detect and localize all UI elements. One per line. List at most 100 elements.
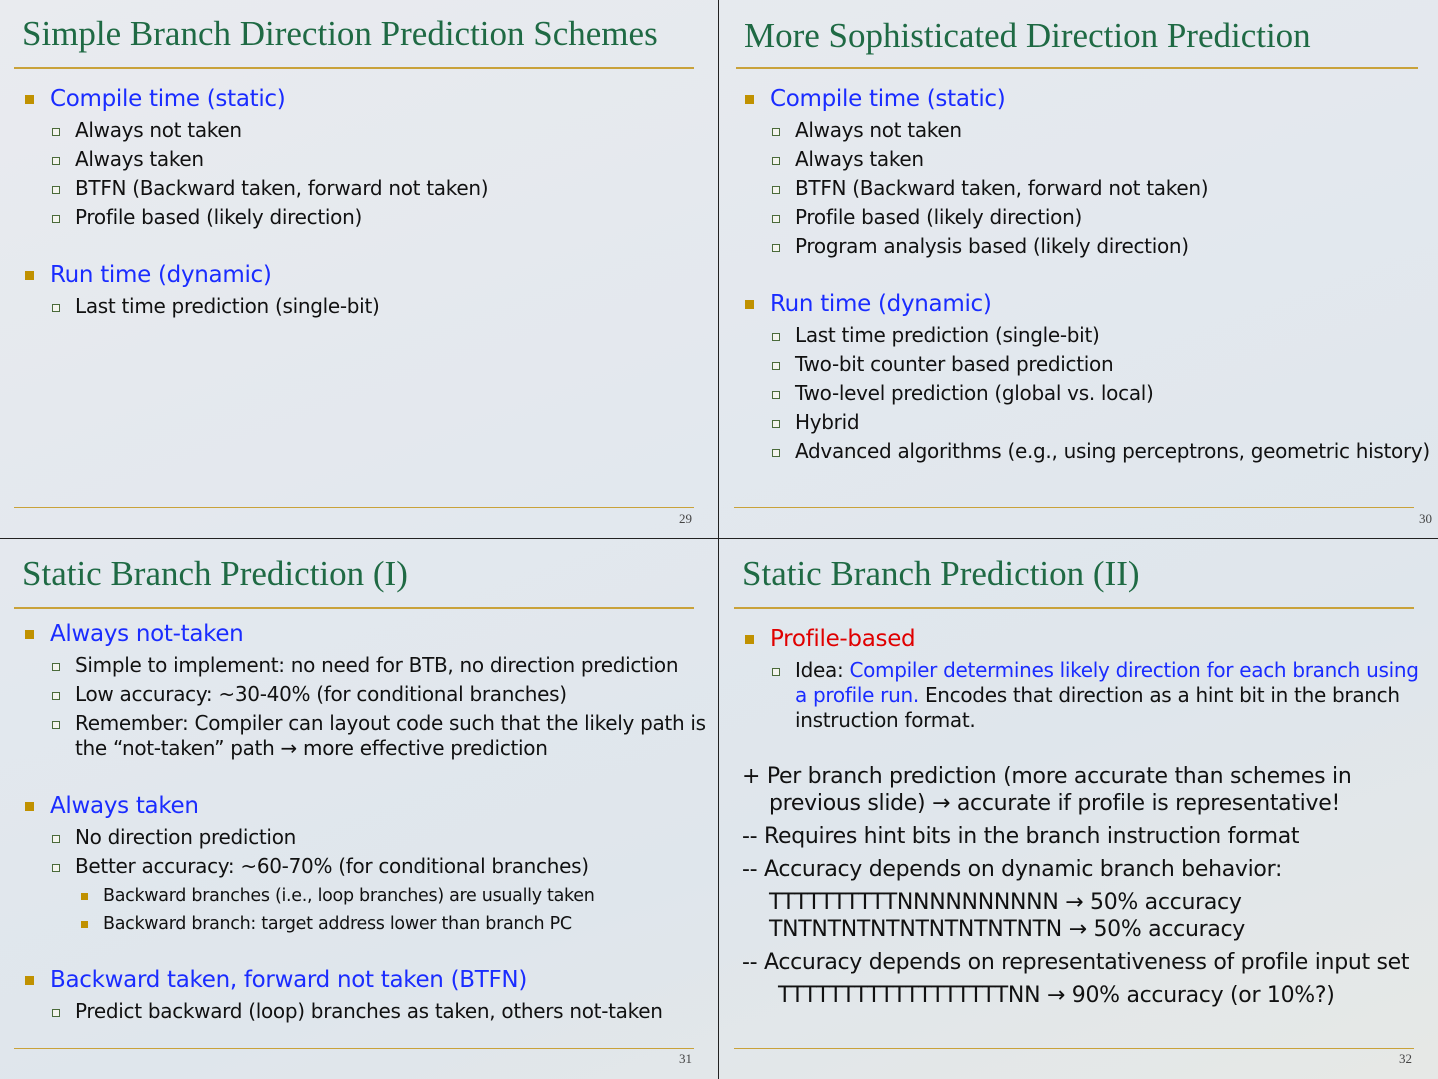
sub-bullet-item: Better accuracy: ~60-70% (for conditiona… xyxy=(22,854,714,879)
square-bullet-icon xyxy=(25,630,34,639)
square-bullet-icon xyxy=(81,893,88,900)
bullet-item: Run time (dynamic) xyxy=(742,289,1434,319)
sub-bullet-item: BTFN (Backward taken, forward not taken) xyxy=(22,176,714,201)
item-text: Backward branch: target address lower th… xyxy=(103,914,572,934)
sub-bullet-item: Always not taken xyxy=(742,118,1434,143)
sub-bullet-item: Always taken xyxy=(22,147,714,172)
hollow-square-bullet-icon xyxy=(772,186,780,194)
title-rule xyxy=(736,67,1418,69)
slide-title: More Sophisticated Direction Prediction xyxy=(744,16,1311,55)
slide-title: Static Branch Prediction (II) xyxy=(742,554,1140,593)
item-text: BTFN (Backward taken, forward not taken) xyxy=(75,176,489,200)
item-text: Predict backward (loop) branches as take… xyxy=(75,999,663,1023)
sub-bullet-item: Last time prediction (single-bit) xyxy=(22,294,714,319)
item-text: Always taken xyxy=(50,793,199,819)
item-text: No direction prediction xyxy=(75,825,297,849)
item-text: Compile time (static) xyxy=(50,86,286,112)
square-bullet-icon xyxy=(25,802,34,811)
item-text: Low accuracy: ~30-40% (for conditional b… xyxy=(75,682,567,706)
bullet-item: Backward taken, forward not taken (BTFN) xyxy=(22,965,714,995)
slide-number: 30 xyxy=(1419,511,1432,526)
hollow-square-bullet-icon xyxy=(52,663,60,671)
item-text: -- Requires hint bits in the branch inst… xyxy=(742,824,1300,849)
slide-number: 29 xyxy=(679,511,692,526)
item-text: Idea: xyxy=(795,658,850,682)
square-bullet-icon xyxy=(81,921,88,928)
slide-number: 32 xyxy=(1399,1051,1412,1066)
item-text: + Per branch prediction (more accurate t… xyxy=(742,764,1352,816)
hollow-square-bullet-icon xyxy=(772,362,780,370)
text-line: TNTNTNTNTNTNTNTNTNTN → 50% accuracy xyxy=(742,916,1434,943)
item-text: Two-bit counter based prediction xyxy=(795,352,1114,376)
text-line: -- Accuracy depends on representativenes… xyxy=(742,949,1434,976)
square-bullet-icon xyxy=(745,635,754,644)
hollow-square-bullet-icon xyxy=(772,668,780,676)
hollow-square-bullet-icon xyxy=(772,449,780,457)
item-text: Simple to implement: no need for BTB, no… xyxy=(75,653,679,677)
hollow-square-bullet-icon xyxy=(772,391,780,399)
hollow-square-bullet-icon xyxy=(772,244,780,252)
sub-bullet-item: Always not taken xyxy=(22,118,714,143)
slide-30: More Sophisticated Direction Prediction … xyxy=(720,0,1438,538)
slide-number: 31 xyxy=(679,1051,692,1066)
item-text: Backward branches (i.e., loop branches) … xyxy=(103,886,595,906)
sub-bullet-item: Predict backward (loop) branches as take… xyxy=(22,999,714,1024)
hollow-square-bullet-icon xyxy=(52,864,60,872)
text-line: -- Requires hint bits in the branch inst… xyxy=(742,823,1434,850)
hollow-square-bullet-icon xyxy=(772,128,780,136)
item-text: Compile time (static) xyxy=(770,86,1006,112)
sub-bullet-item: No direction prediction xyxy=(22,825,714,850)
sub-bullet-item: Advanced algorithms (e.g., using percept… xyxy=(742,439,1434,464)
item-text: Always not-taken xyxy=(50,621,244,647)
hollow-square-bullet-icon xyxy=(772,420,780,428)
item-text: Profile based (likely direction) xyxy=(795,205,1082,229)
sub-bullet-item: Profile based (likely direction) xyxy=(22,205,714,230)
item-text: Program analysis based (likely direction… xyxy=(795,234,1189,258)
item-text: Encodes that direction as a hint bit in … xyxy=(795,683,1400,732)
item-text: Always not taken xyxy=(795,118,962,142)
square-bullet-icon xyxy=(25,95,34,104)
footer-rule xyxy=(14,507,694,508)
slide-title: Static Branch Prediction (I) xyxy=(22,554,408,593)
item-text: TTTTTTTTTTTTTTTTTTNN → 90% accuracy (or … xyxy=(778,983,1335,1008)
item-text: Last time prediction (single-bit) xyxy=(75,294,380,318)
sub-bullet-item: Backward branch: target address lower th… xyxy=(22,913,714,935)
hollow-square-bullet-icon xyxy=(52,721,60,729)
hollow-square-bullet-icon xyxy=(52,215,60,223)
item-text: TTTTTTTTTTNNNNNNNNNN → 50% accuracy xyxy=(769,890,1242,915)
item-text: Hybrid xyxy=(795,410,860,434)
sub-bullet-item: Backward branches (i.e., loop branches) … xyxy=(22,885,714,907)
item-text: Remember: Compiler can layout code such … xyxy=(75,711,706,760)
sub-bullet-item: Profile based (likely direction) xyxy=(742,205,1434,230)
square-bullet-icon xyxy=(25,976,34,985)
slide-body: Compile time (static) Always not taken Alw… xyxy=(22,80,714,319)
sub-bullet-item: Two-bit counter based prediction xyxy=(742,352,1434,377)
slide-32: Static Branch Prediction (II) Profile-ba… xyxy=(720,540,1438,1078)
hollow-square-bullet-icon xyxy=(772,333,780,341)
title-rule xyxy=(14,607,694,609)
sub-bullet-item: Last time prediction (single-bit) xyxy=(742,323,1434,348)
text-line: TTTTTTTTTTTTTTTTTTNN → 90% accuracy (or … xyxy=(742,982,1434,1009)
text-line: -- Accuracy depends on dynamic branch be… xyxy=(742,856,1434,883)
item-text: TNTNTNTNTNTNTNTNTNTN → 50% accuracy xyxy=(769,917,1246,942)
bullet-item: Always taken xyxy=(22,791,714,821)
item-text: -- Accuracy depends on dynamic branch be… xyxy=(742,857,1283,882)
sub-bullet-item: Simple to implement: no need for BTB, no… xyxy=(22,653,714,678)
bullet-item: Run time (dynamic) xyxy=(22,260,714,290)
item-text: Two-level prediction (global vs. local) xyxy=(795,381,1154,405)
hollow-square-bullet-icon xyxy=(52,835,60,843)
sub-bullet-item: Program analysis based (likely direction… xyxy=(742,234,1434,259)
hollow-square-bullet-icon xyxy=(52,1009,60,1017)
slide-body: Profile-based Idea: Compiler determines l… xyxy=(742,620,1434,1009)
bullet-item: Compile time (static) xyxy=(742,84,1434,114)
slide-29: Simple Branch Direction Prediction Schem… xyxy=(0,0,718,538)
vertical-divider xyxy=(718,0,719,1079)
square-bullet-icon xyxy=(25,271,34,280)
sub-bullet-item: BTFN (Backward taken, forward not taken) xyxy=(742,176,1434,201)
sub-bullet-item: Two-level prediction (global vs. local) xyxy=(742,381,1434,406)
item-text: Advanced algorithms (e.g., using percept… xyxy=(795,439,1430,463)
footer-rule xyxy=(14,1048,694,1049)
sub-bullet-item: Hybrid xyxy=(742,410,1434,435)
item-text: BTFN (Backward taken, forward not taken) xyxy=(795,176,1209,200)
sub-bullet-item: Idea: Compiler determines likely directi… xyxy=(742,658,1434,733)
